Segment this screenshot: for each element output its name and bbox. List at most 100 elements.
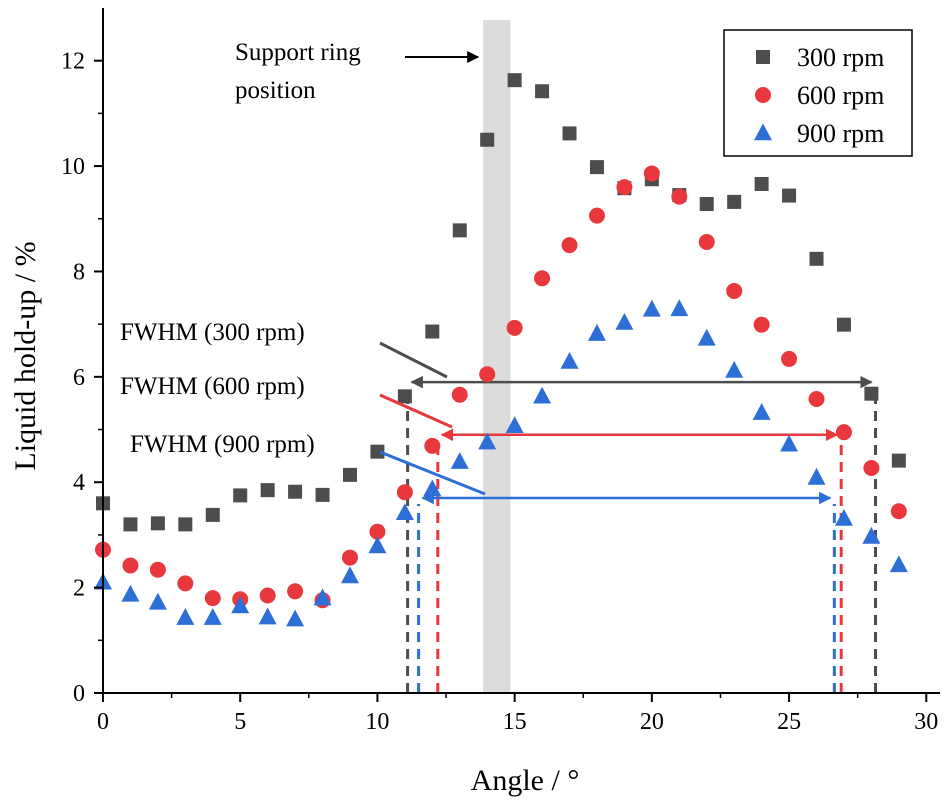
fwhm-leader-line xyxy=(379,341,448,379)
legend-label: 600 rpm xyxy=(797,81,884,110)
data-point-triangle xyxy=(752,403,771,420)
data-point-triangle xyxy=(862,526,881,544)
data-point-circle xyxy=(781,350,798,367)
data-point-triangle xyxy=(533,386,552,404)
data-point-triangle xyxy=(889,555,908,573)
x-tick-label: 10 xyxy=(365,709,389,735)
data-point-circle xyxy=(561,237,578,254)
data-point-square xyxy=(370,444,385,459)
data-point-square xyxy=(480,132,495,147)
fwhm-layer xyxy=(406,375,878,693)
data-point-circle xyxy=(122,557,139,574)
data-point-circle xyxy=(698,233,715,250)
data-point-triangle xyxy=(697,328,716,346)
data-point-triangle xyxy=(203,608,222,625)
data-point-square xyxy=(205,507,220,522)
data-point-triangle xyxy=(148,592,167,610)
data-point-triangle xyxy=(560,351,579,369)
data-point-circle xyxy=(671,188,688,205)
fwhm-label: FWHM (300 rpm) xyxy=(120,319,305,346)
data-point-square xyxy=(288,484,303,499)
legend-marker xyxy=(756,50,770,64)
data-point-triangle xyxy=(670,299,689,317)
legend: 300 rpm 600 rpm 900 rpm xyxy=(723,29,913,157)
legend-label: 300 rpm xyxy=(797,43,884,72)
data-point-square xyxy=(562,126,577,141)
data-point-triangle xyxy=(313,588,332,606)
data-point-circle xyxy=(506,319,523,336)
data-point-triangle xyxy=(615,312,634,330)
y-tick-label: 0 xyxy=(73,681,85,707)
data-point-square xyxy=(727,194,742,209)
legend-label: 900 rpm xyxy=(797,119,884,148)
y-tick-label: 10 xyxy=(61,154,85,180)
data-point-square xyxy=(123,517,138,532)
data-point-circle xyxy=(204,590,221,607)
support-ring-label: Support ring xyxy=(235,39,361,66)
data-point-circle xyxy=(287,583,304,600)
fwhm-label: FWHM (600 rpm) xyxy=(120,373,305,400)
data-point-square xyxy=(864,386,879,401)
data-point-square xyxy=(452,223,467,238)
data-point-square xyxy=(425,324,440,339)
support-ring-label: position xyxy=(235,77,316,104)
data-point-circle xyxy=(588,207,605,224)
data-point-triangle xyxy=(807,467,826,485)
y-tick-label: 12 xyxy=(61,49,85,75)
data-point-triangle xyxy=(423,479,442,497)
data-point-circle xyxy=(259,587,276,604)
data-point-circle xyxy=(424,437,441,454)
data-point-triangle xyxy=(450,452,469,469)
x-tick-label: 20 xyxy=(640,709,664,735)
data-point-circle xyxy=(534,270,551,287)
data-point-triangle xyxy=(340,566,359,584)
x-tick-label: 25 xyxy=(777,709,801,735)
data-point-circle xyxy=(726,282,743,299)
data-point-square xyxy=(535,84,550,99)
data-point-circle xyxy=(808,390,825,407)
data-point-square xyxy=(699,197,714,212)
data-point-circle xyxy=(616,179,633,196)
axes-layer: 0 5 10 15 20 25 30 0 2 4 6 8 10 12 xyxy=(61,8,940,735)
data-point-triangle xyxy=(505,416,524,434)
x-tick-label: 5 xyxy=(234,709,246,735)
fwhm-leader-line xyxy=(379,393,453,429)
data-point-square xyxy=(891,453,906,468)
data-point-square xyxy=(589,160,604,175)
data-point-square xyxy=(507,73,522,88)
data-point-circle xyxy=(863,460,880,477)
data-point-triangle xyxy=(258,607,277,625)
support-ring-band xyxy=(483,20,511,693)
data-point-triangle xyxy=(642,299,661,317)
data-point-triangle xyxy=(780,434,799,452)
legend-marker xyxy=(755,87,771,103)
data-point-circle xyxy=(451,386,468,403)
y-tick-label: 2 xyxy=(73,576,85,602)
data-point-square xyxy=(233,488,248,503)
y-tick-label: 8 xyxy=(73,259,85,285)
data-point-triangle xyxy=(368,536,387,554)
series-layer xyxy=(94,73,908,627)
legend-marker xyxy=(754,123,772,141)
data-point-triangle xyxy=(121,584,140,602)
data-point-square xyxy=(315,487,330,502)
x-tick-label: 0 xyxy=(97,709,109,735)
data-point-triangle xyxy=(478,432,497,450)
data-point-circle xyxy=(479,366,496,383)
y-tick-label: 6 xyxy=(73,365,85,391)
data-point-circle xyxy=(341,549,358,566)
data-point-square xyxy=(836,317,851,332)
data-point-triangle xyxy=(395,503,414,520)
data-point-square xyxy=(782,188,797,203)
data-point-triangle xyxy=(176,608,195,625)
data-point-triangle xyxy=(725,360,744,378)
data-point-circle xyxy=(753,316,770,333)
data-point-circle xyxy=(890,503,907,520)
data-point-square xyxy=(397,389,412,404)
data-point-square xyxy=(342,467,357,482)
data-point-square xyxy=(809,251,824,266)
y-axis-title: Liquid hold-up / % xyxy=(9,241,42,470)
data-point-triangle xyxy=(834,508,853,526)
background-layer xyxy=(483,20,511,693)
